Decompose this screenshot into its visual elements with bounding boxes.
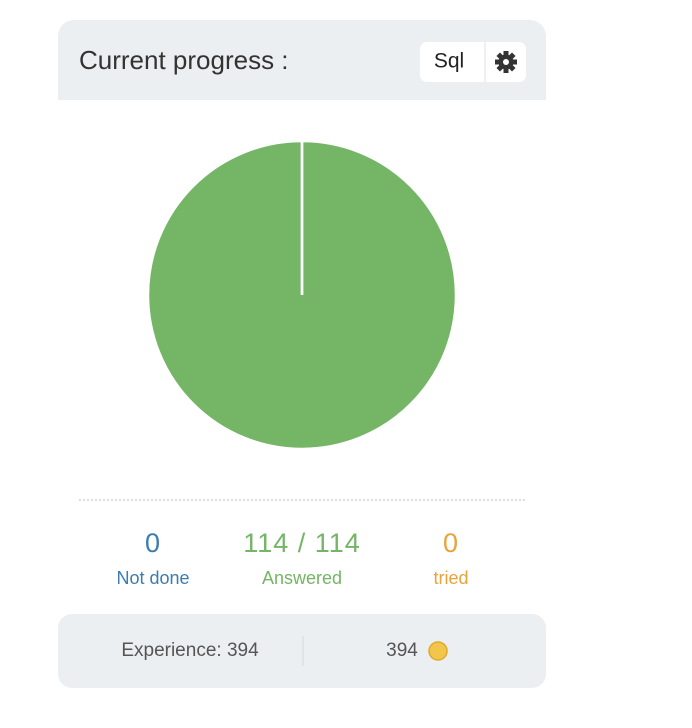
course-button[interactable]: Sql	[434, 50, 464, 73]
footer-bar	[58, 614, 546, 688]
stat-value: 114 / 114	[243, 528, 361, 558]
pie-chart	[146, 139, 458, 451]
stats: 0 Not done 114 / 114 Answered 0 tried	[116, 528, 468, 588]
stat-value: 0	[443, 528, 459, 558]
coins: 394	[386, 640, 418, 661]
button-group	[420, 42, 526, 82]
stat-label: tried	[433, 568, 468, 588]
gear-hole	[503, 59, 509, 65]
stat-label: Not done	[116, 568, 189, 588]
stat-value: 0	[145, 528, 161, 558]
header-title: Current progress :	[79, 45, 289, 75]
coin-icon	[428, 641, 448, 661]
settings-button[interactable]	[495, 51, 517, 73]
experience: Experience: 394	[121, 640, 259, 661]
stat-label: Answered	[262, 568, 342, 588]
